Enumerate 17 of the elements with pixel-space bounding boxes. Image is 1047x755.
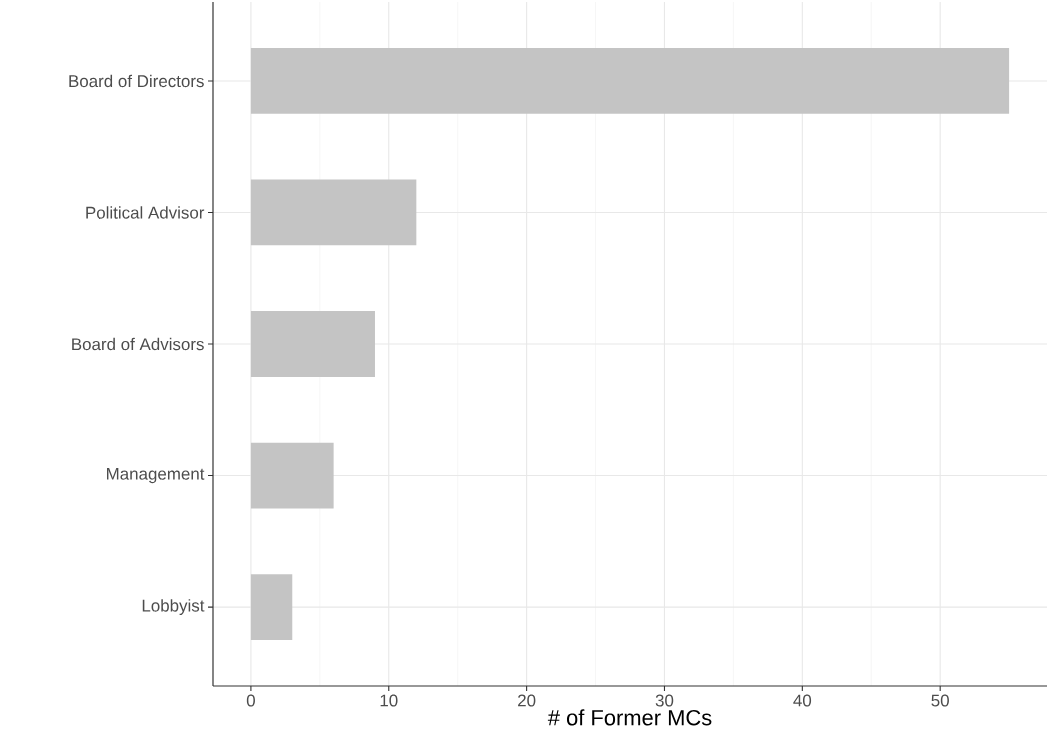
bar (250, 179, 417, 246)
y-tick-label: Board of Advisors (72, 337, 204, 351)
bar (250, 574, 293, 640)
x-tick-label: 50 (931, 694, 949, 707)
y-tick-label: Political Advisor (86, 206, 205, 219)
x-tick-label: 20 (518, 694, 536, 707)
x-tick-label: 0 (246, 694, 255, 707)
y-tick-label: Management (107, 467, 205, 484)
x-tick-label: 30 (655, 694, 674, 707)
y-tick-label: Lobbyist (142, 599, 205, 615)
bar (250, 48, 1010, 114)
x-tick-label: 10 (380, 694, 398, 707)
x-axis-title: # of Former MCs (547, 709, 712, 726)
bar (250, 311, 375, 377)
y-tick-label: Board of Directors (69, 74, 204, 88)
x-tick-label: 40 (793, 694, 812, 707)
bar (250, 442, 334, 509)
